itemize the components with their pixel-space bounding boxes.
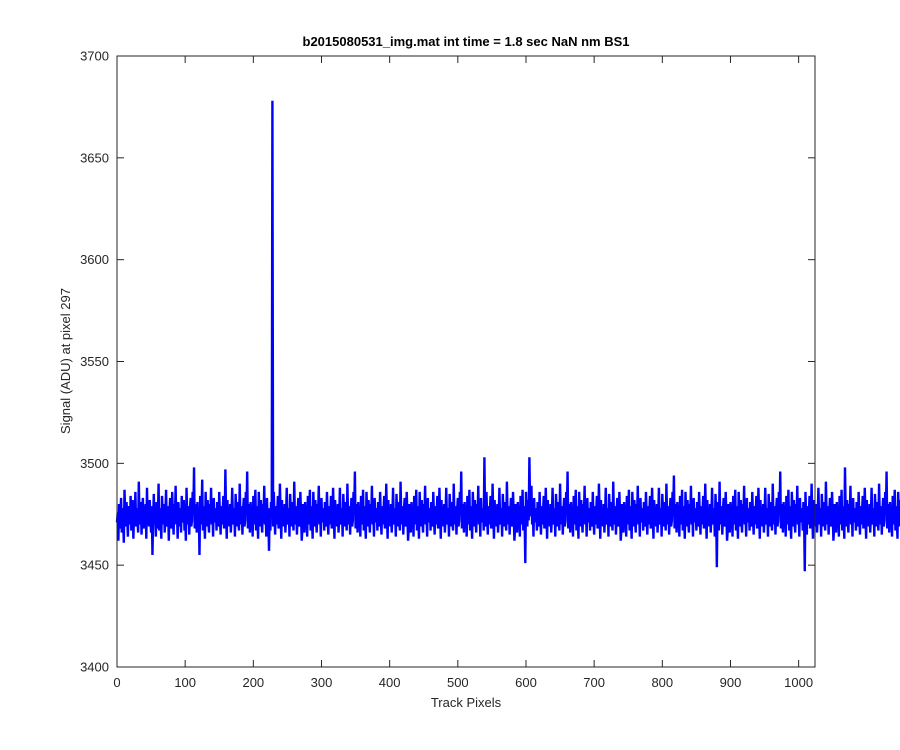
- x-tick-label: 700: [583, 675, 605, 690]
- x-tick-label: 100: [174, 675, 196, 690]
- plot-area-background: [117, 56, 815, 667]
- y-axis-ticks: 3400 3450 3500 3550 3600 3650 3700: [80, 49, 815, 675]
- x-tick-label: 1000: [784, 675, 813, 690]
- chart-title: b2015080531_img.mat int time = 1.8 sec N…: [303, 34, 630, 49]
- x-tick-label: 0: [113, 675, 120, 690]
- x-tick-label: 600: [515, 675, 537, 690]
- y-tick-label: 3450: [80, 558, 109, 573]
- x-tick-label: 400: [379, 675, 401, 690]
- x-axis-ticks: 0 100 200 300 400 500 600 700 800 900 1000: [113, 56, 813, 690]
- y-tick-label: 3550: [80, 354, 109, 369]
- x-axis-label: Track Pixels: [431, 695, 502, 710]
- y-tick-label: 3650: [80, 150, 109, 165]
- y-tick-label: 3600: [80, 252, 109, 267]
- y-axis-label: Signal (ADU) at pixel 297: [58, 288, 73, 434]
- y-tick-label: 3500: [80, 456, 109, 471]
- x-tick-label: 900: [720, 675, 742, 690]
- x-tick-label: 200: [242, 675, 264, 690]
- series-line: [115, 100, 900, 572]
- x-tick-label: 300: [311, 675, 333, 690]
- y-tick-label: 3700: [80, 49, 109, 64]
- x-tick-label: 800: [651, 675, 673, 690]
- x-tick-label: 500: [447, 675, 469, 690]
- y-tick-label: 3400: [80, 660, 109, 675]
